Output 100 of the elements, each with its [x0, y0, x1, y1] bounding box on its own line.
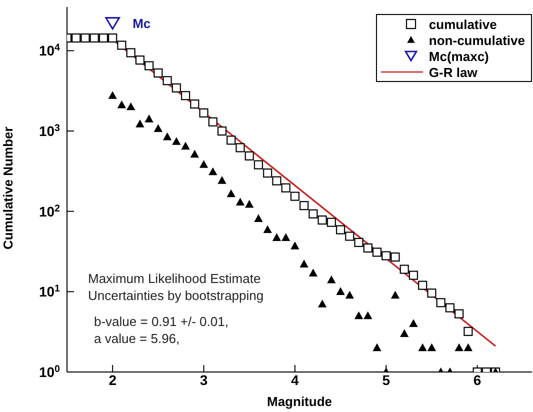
- point: [162, 76, 172, 86]
- x-tick-label: 2: [108, 372, 117, 388]
- point: [245, 200, 254, 208]
- point: [263, 168, 272, 178]
- x-tick-label: 5: [382, 372, 390, 388]
- point: [236, 198, 244, 206]
- point: [98, 33, 108, 43]
- point: [326, 218, 336, 227]
- point: [190, 99, 200, 109]
- point: [391, 291, 400, 299]
- point: [200, 160, 208, 168]
- point: [345, 232, 354, 241]
- point: [190, 150, 199, 158]
- y-tick-label: 10$^{1}$: [38, 283, 61, 300]
- annotation: a value = 5.96,: [94, 330, 181, 347]
- point: [90, 33, 99, 43]
- point: [282, 234, 290, 241]
- point: [135, 55, 144, 65]
- point: [382, 251, 391, 260]
- point: [218, 176, 226, 184]
- point: [117, 40, 126, 50]
- legend-label: cumulative: [428, 16, 497, 32]
- point: [354, 312, 363, 320]
- point: [300, 201, 309, 210]
- point: [227, 190, 236, 198]
- point: [182, 142, 190, 150]
- point: [108, 33, 118, 43]
- point: [172, 138, 180, 145]
- legend-label: Mc(maxc): [428, 48, 489, 64]
- point: [208, 168, 217, 176]
- point: [372, 248, 382, 257]
- point: [226, 136, 236, 145]
- point: [136, 120, 144, 128]
- point: [108, 92, 117, 99]
- point: [400, 330, 408, 337]
- point: [309, 269, 318, 276]
- legend-label: G-R law: [428, 64, 478, 80]
- point: [408, 270, 418, 280]
- point: [363, 243, 372, 253]
- point: [145, 115, 154, 122]
- point: [428, 344, 436, 352]
- y-axis-title: Cumulative Number: [0, 126, 16, 250]
- point: [336, 225, 346, 234]
- point: [318, 215, 327, 225]
- point: [290, 242, 299, 250]
- point: [217, 126, 227, 136]
- x-axis-title: Magnitude: [267, 394, 332, 409]
- x-tick-label: 3: [200, 372, 208, 388]
- point: [354, 238, 364, 248]
- point: [400, 264, 409, 274]
- point: [154, 124, 162, 132]
- point: [118, 100, 126, 108]
- point: [327, 276, 336, 284]
- point: [436, 298, 446, 308]
- y-tick-label: 10$^{3}$: [38, 122, 61, 140]
- point: [445, 303, 454, 312]
- point: [364, 312, 372, 320]
- point: [72, 33, 81, 43]
- point: [208, 117, 218, 126]
- point: [272, 176, 282, 186]
- point: [236, 143, 245, 152]
- x-tick-label: 6: [473, 372, 482, 388]
- point: [464, 344, 472, 352]
- point: [454, 309, 464, 318]
- point: [281, 183, 290, 192]
- y-tick-label: 10$^{4}$: [38, 42, 61, 59]
- x-tick-label: 4: [291, 372, 300, 388]
- point: [126, 48, 136, 58]
- point: [318, 300, 326, 308]
- point: [126, 102, 135, 110]
- point: [105, 17, 120, 30]
- y-tick-label: 10$^{0}$: [38, 364, 61, 380]
- point: [409, 320, 418, 327]
- point: [272, 234, 281, 241]
- point: [418, 280, 428, 290]
- point: [244, 151, 254, 160]
- point: [264, 226, 272, 234]
- point: [373, 344, 381, 352]
- point: [427, 288, 436, 298]
- point: [163, 132, 172, 140]
- annotation: b-value = 0.91 +/- 0.01,: [94, 313, 230, 330]
- point: [455, 344, 464, 352]
- y-tick-label: 10$^{2}$: [38, 202, 61, 220]
- point: [254, 160, 264, 170]
- point: [300, 260, 308, 268]
- point: [464, 326, 473, 336]
- point: [290, 192, 300, 201]
- point: [336, 288, 345, 295]
- point: [154, 68, 163, 78]
- legend-label: non-cumulative: [428, 32, 525, 48]
- annotation: Maximum Likelihood Estimate: [88, 270, 262, 287]
- point: [80, 33, 90, 43]
- point: [390, 252, 400, 262]
- point: [254, 214, 262, 222]
- annotation: Mc: [132, 16, 151, 31]
- point: [199, 108, 208, 118]
- annotation: Uncertainties by bootstrapping: [88, 287, 264, 304]
- point: [180, 91, 190, 100]
- point: [418, 344, 427, 352]
- point: [172, 83, 181, 92]
